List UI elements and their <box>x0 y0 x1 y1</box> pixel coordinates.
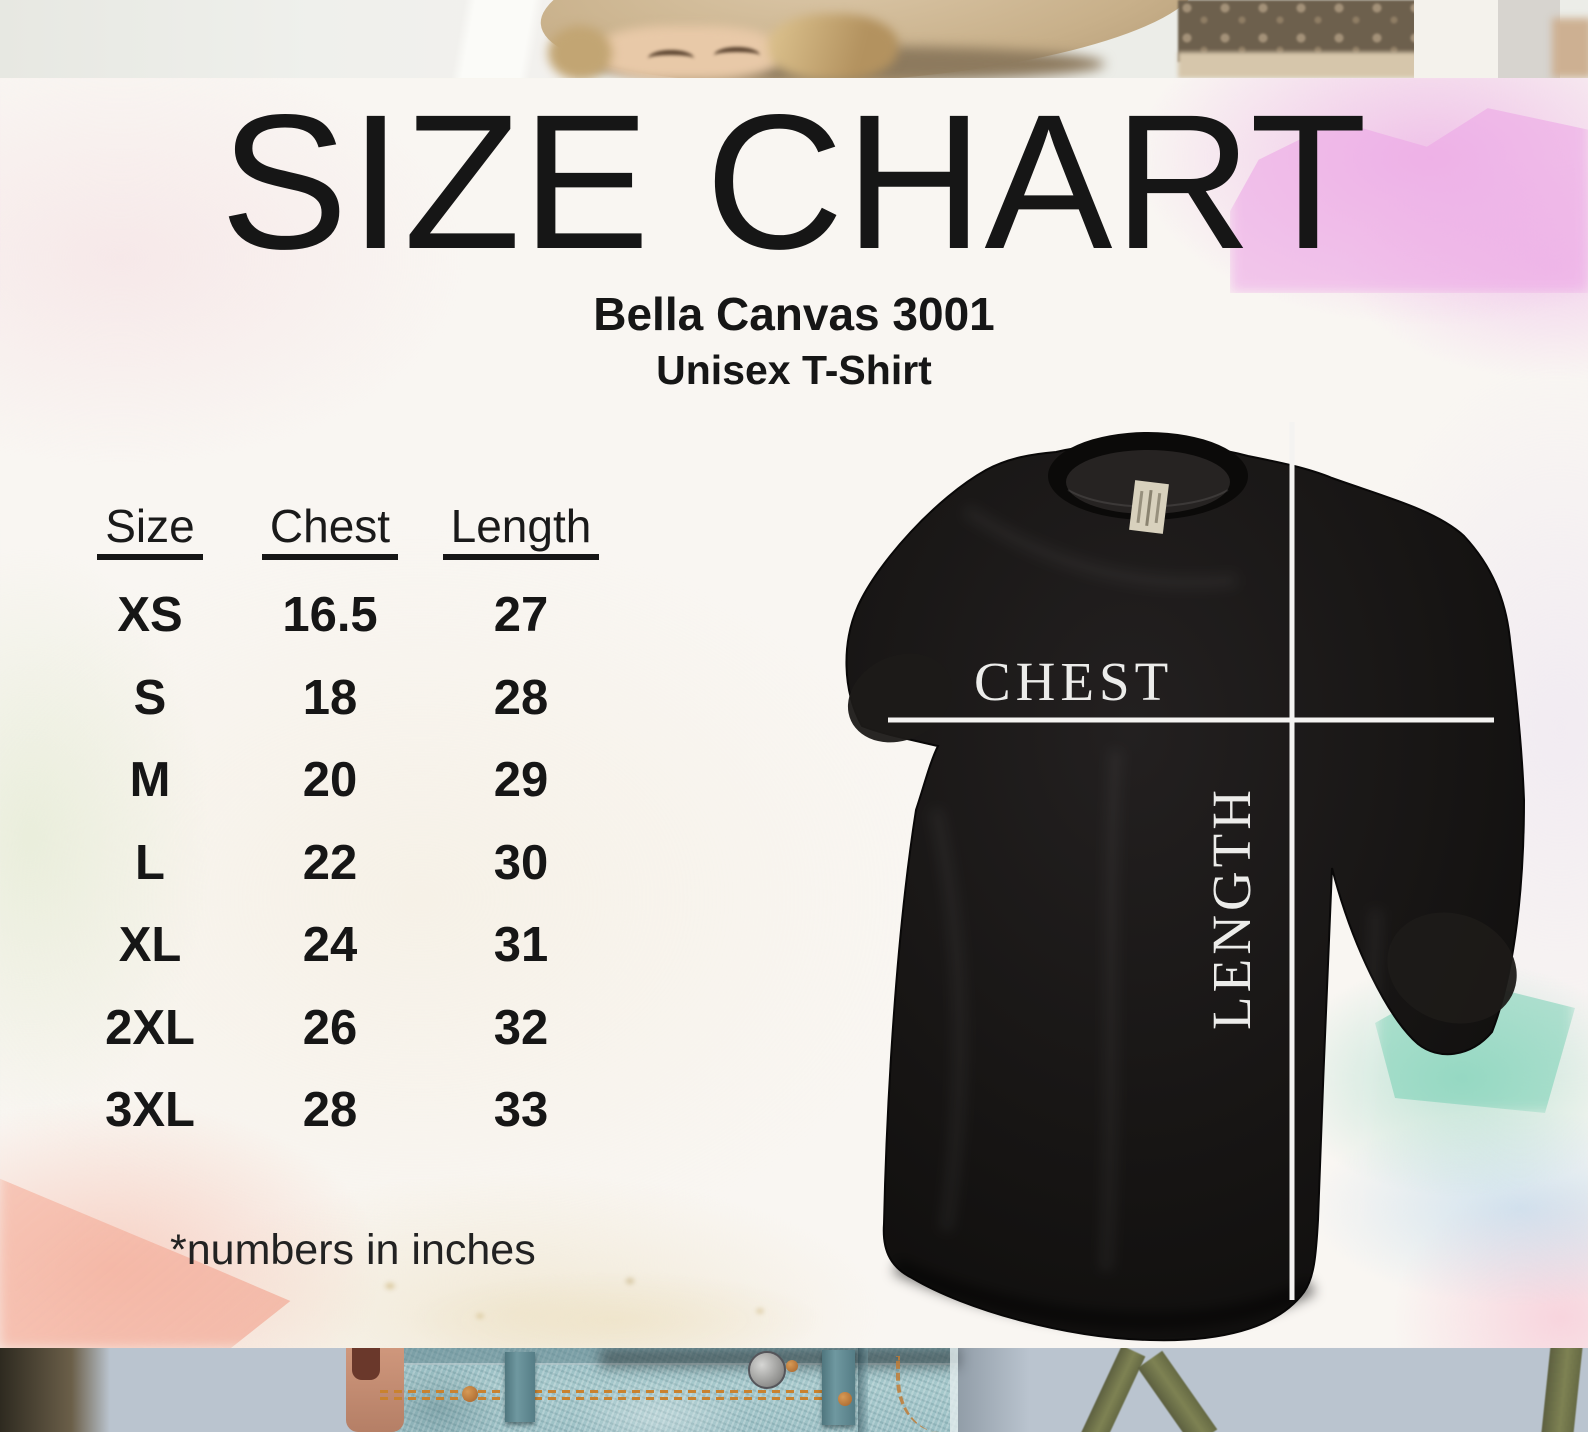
background-tan-blur <box>1552 18 1588 78</box>
size-table-body: XS 16.5 27 S 18 28 M 20 29 L 22 30 XL 24 31 2XL 26 32 3XL 2… <box>58 574 624 1152</box>
product-style: Unisex T-Shirt <box>656 347 932 393</box>
size-table-cell-r2-c2: 29 <box>493 753 549 808</box>
units-footnote: *numbers in inches <box>170 1226 536 1274</box>
size-table-cell-r6-c1: 28 <box>302 1083 358 1138</box>
tshirt-diagram: CHEST LENGTH <box>845 422 1526 1342</box>
size-table-cell-r1-c1: 18 <box>302 670 358 725</box>
hem-shadow <box>892 1258 1316 1329</box>
size-table-cell-r1-c2: 28 <box>493 670 549 725</box>
size-table-cell-r2-c0: M <box>129 753 171 808</box>
length-label: LENGTH <box>1201 786 1262 1030</box>
length-measure-line <box>1289 422 1295 1300</box>
jeans-rivet-2 <box>838 1392 852 1406</box>
jeans-rivet-1 <box>786 1360 798 1372</box>
model-eyebrow-left <box>648 50 694 67</box>
jeans-stitch-line-2 <box>380 1397 850 1400</box>
model-photo-top-strip <box>0 0 1588 78</box>
size-table: Size Chest Length XS 16.5 27 S 18 28 M 20 29 L 22 3… <box>58 500 624 1152</box>
size-table-cell-r5-c0: 2XL <box>105 1000 195 1055</box>
size-table-cell-r4-c1: 24 <box>302 918 358 973</box>
page-title: SIZE CHART <box>220 74 1368 289</box>
tshirt-right-cuff <box>1387 912 1517 1024</box>
jeans-stitch-line-1 <box>380 1390 850 1393</box>
chest-measure-line <box>888 717 1494 723</box>
header-length: Length <box>418 500 624 560</box>
size-table-cell-r0-c2: 27 <box>493 588 549 643</box>
neck-tag <box>1129 480 1169 534</box>
jeans-photo-strip <box>0 1348 1588 1432</box>
header-size: Size <box>58 500 242 560</box>
model-hair-left <box>548 26 612 78</box>
background-ledge <box>1178 52 1418 78</box>
jeans-belt-loop-right <box>822 1350 855 1425</box>
product-name: Bella Canvas 3001 <box>593 288 995 340</box>
size-table-cell-r5-c1: 26 <box>302 1000 358 1055</box>
size-table-cell-r3-c0: L <box>135 835 165 890</box>
jeans-button <box>748 1351 786 1389</box>
plant-stem-3 <box>1541 1348 1583 1432</box>
wall-shadow <box>958 1348 1030 1432</box>
jeans-pocket-stitch <box>896 1356 958 1432</box>
size-table-cell-r3-c1: 22 <box>302 835 358 890</box>
size-table-header: Size Chest Length <box>58 500 624 560</box>
model-hair-right <box>768 14 898 78</box>
model-thumb <box>352 1348 380 1380</box>
size-table-cell-r0-c1: 16.5 <box>282 588 378 643</box>
size-table-cell-r1-c0: S <box>133 670 167 725</box>
chest-label: CHEST <box>974 651 1173 712</box>
size-table-cell-r5-c2: 32 <box>493 1000 549 1055</box>
model-eyebrow-right <box>714 47 760 64</box>
plant-stem-2 <box>1137 1350 1218 1432</box>
jeans-side-highlight <box>950 1348 958 1432</box>
photo-dark-left-edge <box>0 1348 110 1432</box>
size-table-cell-r6-c0: 3XL <box>105 1083 195 1138</box>
size-table-cell-r2-c1: 20 <box>302 753 358 808</box>
background-white-band <box>1414 0 1498 78</box>
watercolor-wash-cream-speckles <box>330 1256 900 1348</box>
size-table-cell-r0-c0: XS <box>117 588 183 643</box>
background-wall-art <box>1178 0 1416 62</box>
jeans-belt-loop-left <box>505 1352 535 1422</box>
plant-stem-1 <box>1081 1348 1146 1432</box>
background-gray-band <box>1498 0 1560 78</box>
header-chest: Chest <box>242 500 418 560</box>
size-table-cell-r3-c2: 30 <box>493 835 549 890</box>
size-table-cell-r6-c2: 33 <box>493 1083 549 1138</box>
size-table-cell-r4-c2: 31 <box>493 918 549 973</box>
fabric-folds <box>930 505 1382 1271</box>
jeans-fly-seam <box>858 1348 868 1432</box>
jeans-rivet-3 <box>462 1386 478 1402</box>
size-table-cell-r4-c0: XL <box>118 918 182 973</box>
